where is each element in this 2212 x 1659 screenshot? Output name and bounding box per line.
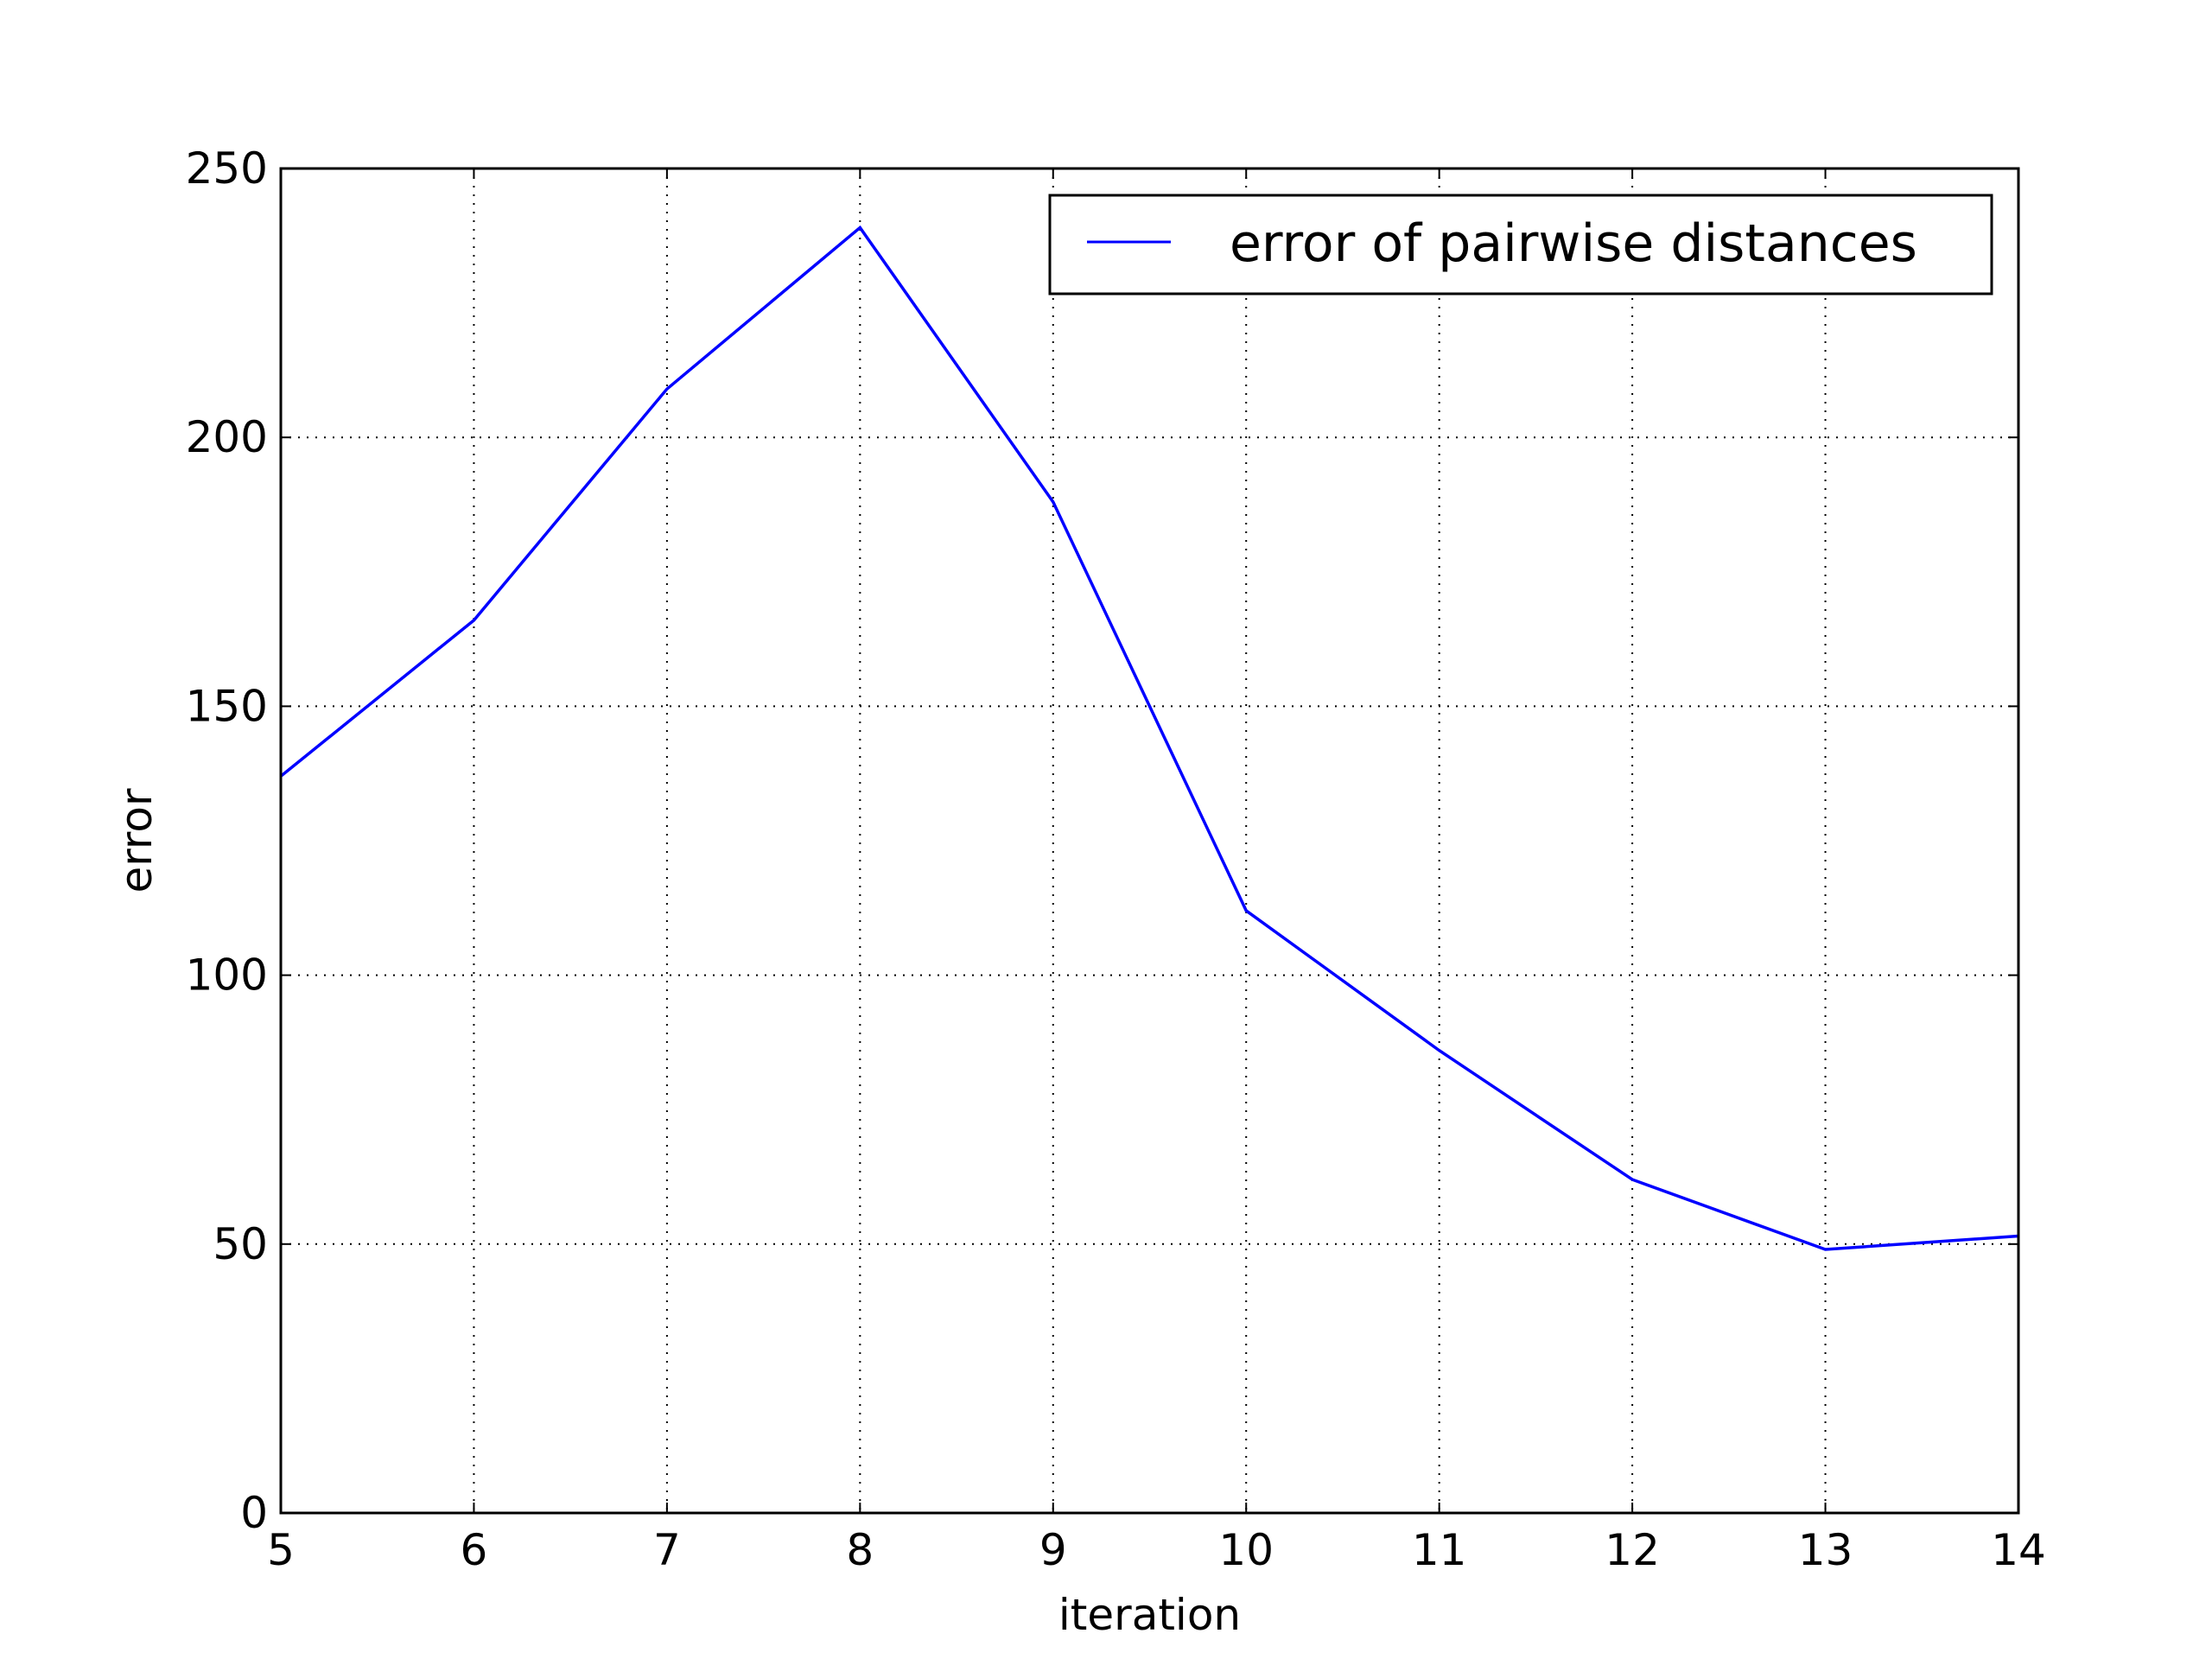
y-tick-label: 100	[186, 950, 268, 1001]
y-axis-label: error	[111, 788, 162, 893]
x-tick-label: 14	[1991, 1525, 2046, 1575]
x-tick-label: 12	[1605, 1525, 1660, 1575]
x-tick-label: 10	[1218, 1525, 1274, 1575]
x-tick-label: 8	[846, 1525, 874, 1575]
legend-label: error of pairwise distances	[1230, 213, 1917, 274]
y-tick-label: 150	[186, 681, 268, 731]
legend-box	[1048, 194, 1993, 296]
y-tick-label: 50	[213, 1219, 268, 1269]
x-tick-label: 7	[653, 1525, 681, 1575]
x-tick-label: 9	[1039, 1525, 1067, 1575]
x-axis-label: iteration	[1058, 1590, 1241, 1640]
x-tick-label: 5	[267, 1525, 295, 1575]
y-tick-label: 200	[186, 412, 268, 462]
series-layer	[279, 225, 2019, 1251]
y-tick-label: 0	[240, 1488, 268, 1538]
y-tick-label: 250	[186, 143, 268, 194]
x-tick-label: 6	[461, 1525, 488, 1575]
x-tick-label: 13	[1798, 1525, 1853, 1575]
series-line	[279, 225, 2019, 1251]
plot-frame	[279, 167, 2020, 1515]
legend: error of pairwise distances	[1048, 194, 1993, 296]
x-tick-label: 11	[1412, 1525, 1467, 1575]
ticks: 5 6 7 8 9 10 11 12 13 14 0 50 100 150 200 250	[186, 143, 2046, 1575]
